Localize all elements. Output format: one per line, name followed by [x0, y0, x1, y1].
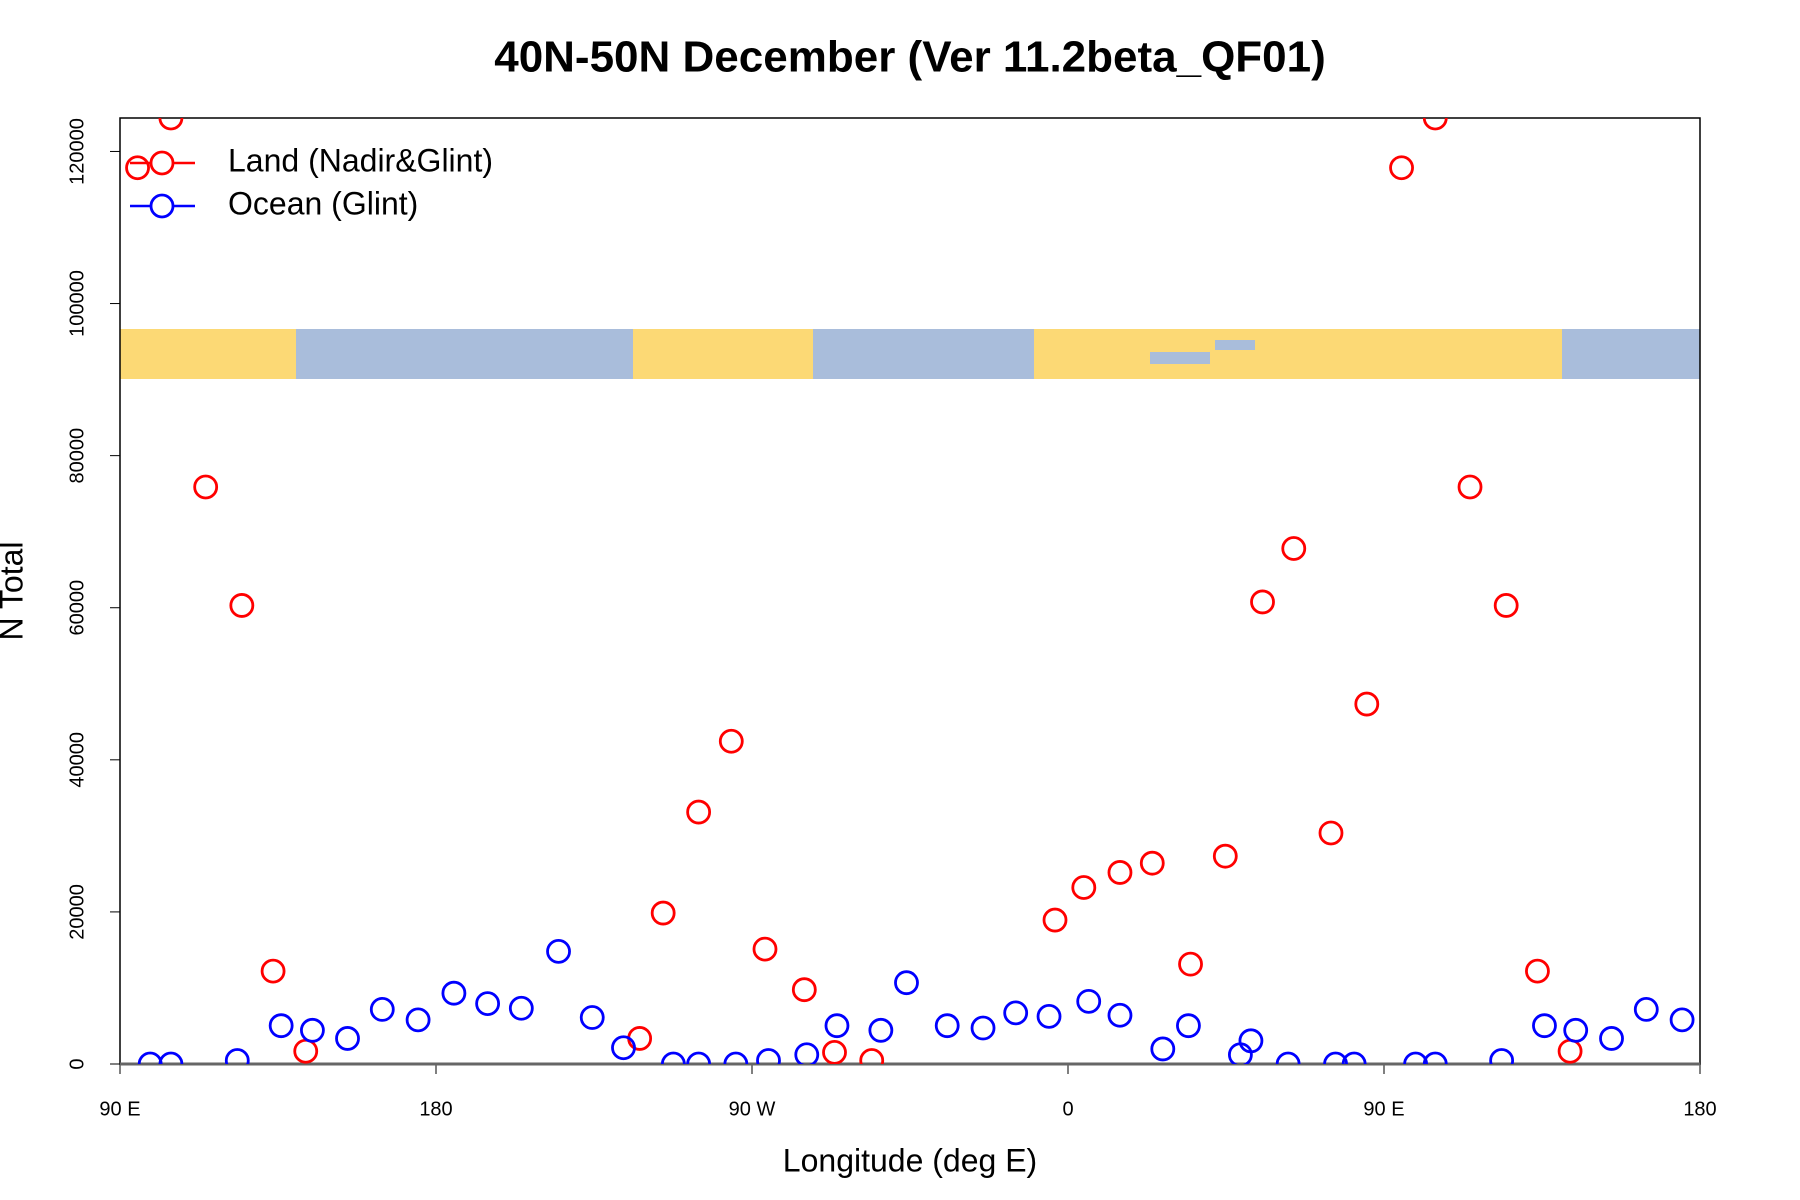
- point: [1354, 691, 1380, 717]
- y-tick-label: 0: [66, 1058, 88, 1069]
- chart-title: 40N-50N December (Ver 11.2beta_QF01): [494, 33, 1326, 82]
- point: [611, 1035, 636, 1061]
- y-tick-label: 120000: [66, 118, 88, 185]
- x-tick-label: 90 E: [99, 1098, 140, 1120]
- point: [1457, 474, 1483, 500]
- y-tick-label: 80000: [66, 428, 88, 484]
- point: [579, 1005, 605, 1030]
- point: [475, 991, 501, 1017]
- legend-label: Land (Nadir&Glint): [228, 142, 493, 178]
- point: [1238, 1028, 1264, 1054]
- point: [1422, 118, 1448, 131]
- point: [1525, 958, 1550, 984]
- point: [1178, 951, 1203, 977]
- point: [1139, 850, 1165, 876]
- point: [1076, 988, 1102, 1014]
- point: [1071, 875, 1097, 900]
- point: [1107, 1002, 1133, 1028]
- point: [1489, 1048, 1515, 1064]
- point: [822, 1039, 847, 1064]
- point: [1150, 1036, 1176, 1062]
- point: [868, 1017, 894, 1043]
- x-tick-label: 90 W: [729, 1098, 776, 1120]
- point: [441, 980, 467, 1006]
- y-tick-label: 60000: [66, 580, 88, 636]
- point: [224, 1048, 250, 1064]
- point: [1036, 1003, 1062, 1029]
- point: [859, 1048, 885, 1064]
- legend-marker: [149, 193, 175, 219]
- legend: Land (Nadir&Glint) Ocean (Glint): [130, 142, 493, 221]
- point: [1422, 1051, 1448, 1064]
- point: [1275, 1051, 1301, 1064]
- x-axis-label: Longitude (deg E): [783, 1142, 1037, 1178]
- point: [718, 728, 744, 754]
- point: [300, 1017, 325, 1043]
- point: [1318, 820, 1344, 846]
- point: [794, 1042, 820, 1064]
- point: [405, 1007, 431, 1033]
- point: [723, 1051, 749, 1064]
- point: [260, 958, 286, 984]
- point: [158, 1051, 184, 1064]
- point: [756, 1048, 781, 1064]
- point: [1176, 1013, 1201, 1039]
- point: [686, 1051, 712, 1064]
- point: [335, 1026, 360, 1051]
- point: [1389, 155, 1414, 181]
- x-tick-label: 180: [1683, 1098, 1716, 1120]
- plot-frame: [119, 117, 1701, 1065]
- point: [1250, 589, 1275, 615]
- map-strip: [120, 329, 1700, 379]
- point: [1107, 860, 1133, 885]
- y-tick-label: 20000: [66, 884, 88, 940]
- points: [125, 118, 1695, 1064]
- point: [1323, 1051, 1348, 1064]
- x-tick-label: 90 E: [1363, 1098, 1404, 1120]
- point: [660, 1051, 686, 1064]
- legend-marker: [149, 150, 175, 176]
- point: [1341, 1051, 1367, 1064]
- point: [1599, 1026, 1624, 1051]
- point: [1403, 1051, 1428, 1064]
- point: [650, 900, 676, 926]
- point: [1281, 536, 1307, 561]
- point: [546, 938, 571, 964]
- point: [369, 996, 395, 1022]
- x-tick-label: 180: [419, 1098, 452, 1120]
- point: [824, 1013, 850, 1039]
- y-tick-label: 100000: [66, 270, 88, 337]
- legend-label: Ocean (Glint): [228, 185, 418, 221]
- y-tick-label: 40000: [66, 732, 88, 788]
- point: [791, 977, 817, 1003]
- point: [268, 1013, 294, 1039]
- point: [894, 970, 919, 996]
- point: [1212, 843, 1238, 869]
- x-tick-label: 0: [1062, 1098, 1073, 1120]
- point: [193, 474, 219, 500]
- y-axis-label: N Total: [0, 541, 29, 640]
- point: [934, 1013, 960, 1039]
- point: [1003, 1000, 1029, 1026]
- point: [508, 995, 534, 1021]
- point: [1557, 1038, 1583, 1064]
- point: [752, 936, 778, 962]
- point: [137, 1051, 163, 1064]
- point: [158, 118, 184, 131]
- point: [293, 1038, 319, 1064]
- point: [1633, 996, 1659, 1022]
- point: [970, 1015, 996, 1041]
- point: [1563, 1017, 1589, 1043]
- point: [1669, 1007, 1695, 1033]
- point: [1493, 593, 1519, 618]
- point: [229, 593, 255, 618]
- point: [627, 1026, 653, 1051]
- point: [1042, 907, 1068, 933]
- point: [125, 155, 150, 181]
- point: [686, 799, 712, 825]
- point: [1532, 1013, 1557, 1039]
